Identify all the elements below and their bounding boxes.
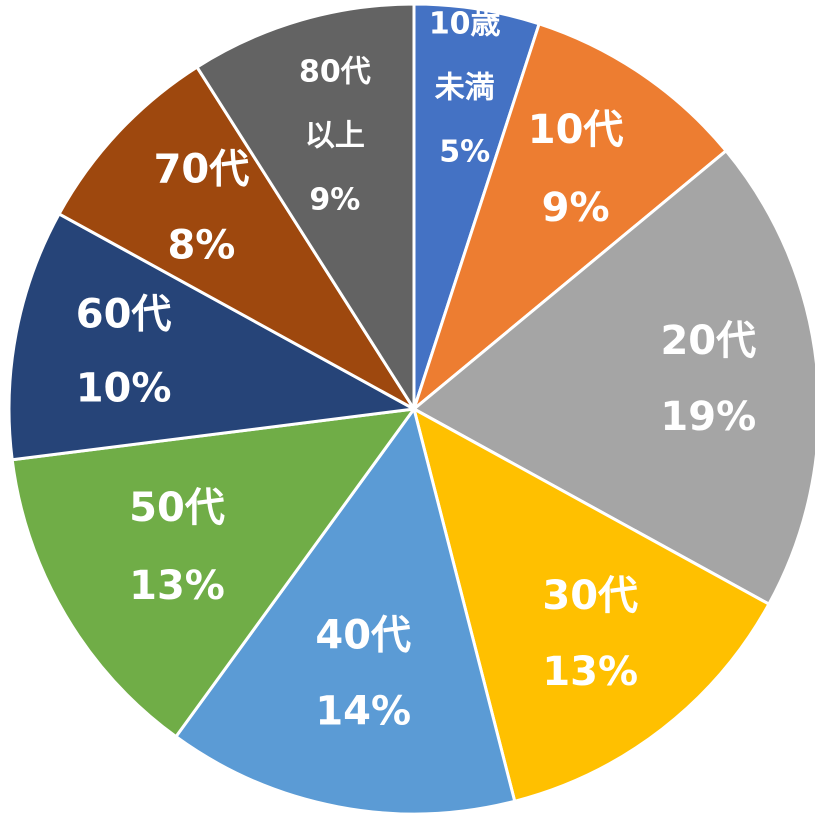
pie-slice-4 bbox=[174, 407, 517, 816]
slice-category-0-line-1: 未満 bbox=[435, 71, 495, 106]
slice-label-4: 40代 14% bbox=[315, 613, 411, 735]
slice-percent-5: 13% bbox=[129, 563, 225, 609]
slice-category-8-line-0: 80代 bbox=[299, 54, 371, 89]
slice-category-1-line-0: 10代 bbox=[528, 107, 624, 153]
pie-slice-2 bbox=[412, 149, 815, 606]
slice-percent-2: 19% bbox=[660, 394, 756, 440]
slice-percent-4: 14% bbox=[315, 689, 411, 735]
pie-slice-7 bbox=[57, 65, 416, 411]
slice-label-1: 10代 9% bbox=[528, 107, 624, 231]
slice-percent-1: 9% bbox=[542, 185, 610, 231]
slices-layer bbox=[7, 2, 815, 816]
slice-label-3: 30代 13% bbox=[542, 573, 638, 695]
slice-label-7: 70代 8% bbox=[154, 146, 250, 268]
slice-category-7-line-0: 70代 bbox=[154, 146, 250, 192]
slice-percent-8: 9% bbox=[309, 182, 360, 217]
slice-category-0-line-0: 10歳 bbox=[429, 7, 501, 42]
slice-category-2-line-0: 20代 bbox=[660, 318, 756, 364]
slice-category-5-line-0: 50代 bbox=[129, 485, 225, 531]
pie-slice-6 bbox=[7, 212, 416, 462]
pie-slice-8 bbox=[195, 2, 416, 411]
slice-category-6-line-0: 60代 bbox=[76, 292, 172, 338]
slice-percent-0: 5% bbox=[439, 135, 490, 170]
slice-label-5: 50代 13% bbox=[129, 485, 225, 609]
pie-slice-3 bbox=[412, 407, 771, 803]
slice-percent-7: 8% bbox=[167, 222, 235, 268]
slice-category-4-line-0: 40代 bbox=[315, 613, 411, 659]
slice-percent-3: 13% bbox=[542, 649, 638, 695]
slice-category-3-line-0: 30代 bbox=[542, 573, 638, 619]
slice-label-6: 60代 10% bbox=[76, 292, 172, 412]
slice-category-8-line-1: 以上 bbox=[305, 118, 365, 153]
pie-slice-1 bbox=[412, 22, 728, 411]
slice-label-2: 20代 19% bbox=[660, 318, 756, 440]
slice-percent-6: 10% bbox=[76, 366, 172, 412]
pie-slice-5 bbox=[10, 407, 416, 739]
